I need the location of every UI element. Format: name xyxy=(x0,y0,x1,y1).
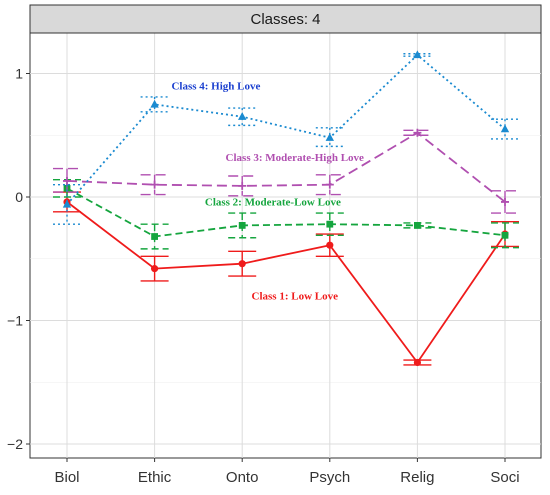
data-point-class2 xyxy=(414,222,421,229)
error-bar-class4 xyxy=(53,183,81,225)
data-point-class3 xyxy=(413,128,422,137)
plot-panel-background xyxy=(29,32,542,459)
x-tick-label: Onto xyxy=(226,469,259,486)
data-point-class3 xyxy=(501,197,509,206)
annotation-layer: Class 1: Low Love Class 2: Moderate-Low L… xyxy=(171,81,364,303)
data-point-class3 xyxy=(238,181,247,190)
series-line-class2 xyxy=(66,187,506,238)
data-point-class4 xyxy=(325,133,334,141)
y-tick-label: 1 xyxy=(15,66,23,82)
y-tick-label: 0 xyxy=(15,189,23,205)
data-point-class1 xyxy=(326,241,334,249)
data-point-class3 xyxy=(63,176,71,185)
annotation-class3: Class 3: Moderate-High Love xyxy=(226,152,365,164)
annotation-class2: Class 2: Moderate-Low Love xyxy=(205,197,341,209)
error-bar-class4 xyxy=(491,118,519,140)
data-point-class2 xyxy=(151,233,158,240)
annotation-class1: Class 1: Low Love xyxy=(252,291,339,303)
x-tick-label: Psych xyxy=(309,469,350,486)
x-tick-label: Ethic xyxy=(138,469,172,486)
annotation-class4: Class 4: High Love xyxy=(171,81,260,93)
x-tick-label: Biol xyxy=(54,469,79,486)
data-point-class2 xyxy=(501,231,509,239)
data-point-class4 xyxy=(238,112,247,120)
error-bar-class3 xyxy=(491,190,519,214)
x-tick-label: Relig xyxy=(400,469,434,486)
facet-strip-label: Classes: 4 xyxy=(250,11,320,28)
facet-strip xyxy=(29,4,542,34)
series-class3 xyxy=(53,128,519,214)
y-tick-label: −2 xyxy=(7,436,23,452)
series-line-class1 xyxy=(66,201,506,365)
series-line-class4 xyxy=(66,53,506,205)
data-point-class3 xyxy=(325,180,334,189)
data-point-class1 xyxy=(238,260,246,268)
x-tick-label: Soci xyxy=(490,469,519,486)
series-class4 xyxy=(53,50,519,225)
data-point-class4 xyxy=(150,99,159,108)
data-point-class3 xyxy=(150,180,159,189)
series-line-class3 xyxy=(66,131,506,203)
axis-layer: −2 −1 0 1 Biol Ethic Onto Psych Relig Soci xyxy=(7,66,520,487)
data-point-class1 xyxy=(151,265,159,273)
error-bar-class4 xyxy=(315,127,344,148)
y-tick-label: −1 xyxy=(7,313,23,329)
data-point-class2 xyxy=(238,222,246,229)
error-bar-class3 xyxy=(53,167,81,193)
data-point-class2 xyxy=(326,220,334,228)
data-point-class4 xyxy=(413,50,422,59)
series-layer xyxy=(53,50,519,367)
data-point-class4 xyxy=(500,124,510,133)
data-point-class4 xyxy=(62,199,72,208)
data-point-class1 xyxy=(413,358,421,367)
